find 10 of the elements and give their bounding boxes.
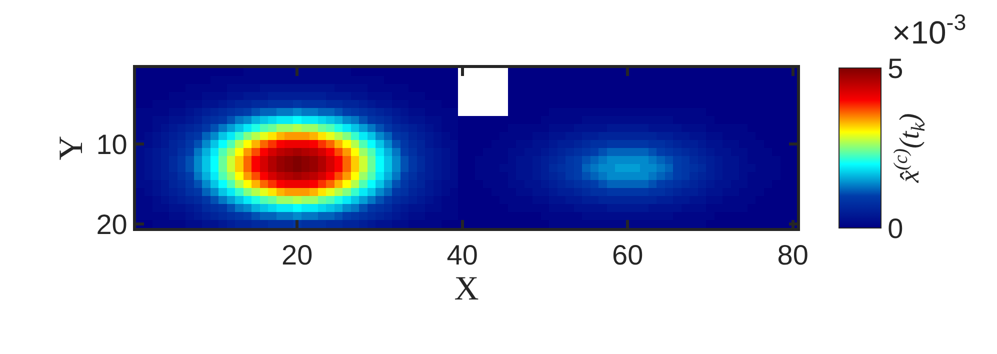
x-tick-label: 20 xyxy=(282,240,313,271)
color-bar-label: 5 xyxy=(888,52,904,84)
y-axis-title: Y xyxy=(52,136,90,160)
text: ×10$^{-3}$ xyxy=(892,10,966,50)
x-tick-label: 60 xyxy=(612,240,644,271)
x-axis-title: X xyxy=(454,270,479,308)
x-tick-label: 80 xyxy=(777,240,808,271)
y-tick-label: 10 xyxy=(96,128,128,160)
x-tick-label: 40 xyxy=(446,240,478,271)
color-bar-label: 0 xyxy=(888,212,904,244)
